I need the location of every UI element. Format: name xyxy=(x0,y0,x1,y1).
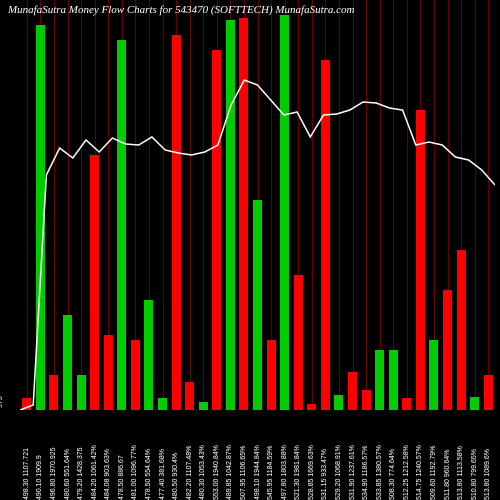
x-label: 498.30 1107.721 xyxy=(23,448,30,500)
x-label: 480.50 930.4% xyxy=(172,453,179,500)
x-labels: 498.30 1107.721 490.10 1909.9 496.80 1970.… xyxy=(20,412,495,500)
x-label: 529.20 1068.91% xyxy=(335,445,342,500)
x-label: 484.08 903.63% xyxy=(104,449,111,500)
x-label: 489.85 1042.87% xyxy=(226,445,233,500)
chart-title: MunafaSutra Money Flow Charts for 543470… xyxy=(8,4,492,16)
x-label: 497.80 1803.88% xyxy=(281,445,288,500)
x-label: 513.80 1089.6% xyxy=(484,449,491,500)
x-label: 490.10 1909.9 xyxy=(36,455,43,500)
x-label: 481.00 1096.77% xyxy=(131,445,138,500)
chart-area xyxy=(20,0,495,410)
x-label: 477.40 381.68% xyxy=(159,449,166,500)
x-label: 521.30 1981.84% xyxy=(294,445,301,500)
x-label: 479.20 1428.375 xyxy=(77,447,84,500)
x-label: 510.80 799.65% xyxy=(471,449,478,500)
x-label: 531.15 933.47% xyxy=(321,449,328,500)
x-label: 480.30 1053.43% xyxy=(199,445,206,500)
line-overlay xyxy=(20,0,495,410)
x-label: 478.50 886.67 xyxy=(118,455,125,500)
x-label: 531.90 1237.61% xyxy=(349,445,356,500)
x-label: 509.60 1192.79% xyxy=(430,446,437,500)
x-label: 528.85 1669.63% xyxy=(308,445,315,500)
x-label: 480.60 551.64% xyxy=(64,449,71,500)
x-label: 478.50 554.64% xyxy=(145,449,152,500)
x-label: 533.85 1380.57% xyxy=(376,445,383,500)
x-label: 508.30 774.64% xyxy=(389,449,396,500)
x-label: 507.95 1106.65% xyxy=(240,446,247,500)
x-label: 496.80 1970.925 xyxy=(50,447,57,500)
x-label: 545.95 1184.59% xyxy=(267,446,274,500)
x-label: 553.00 1940.84% xyxy=(213,445,220,500)
x-label: 484.20 1061.42% xyxy=(91,445,98,500)
x-label: 498.10 1944.84% xyxy=(254,445,261,500)
x-label: 514.75 1240.57% xyxy=(416,445,423,500)
x-label: 534.90 1186.57% xyxy=(362,446,369,500)
x-label: 513.80 1113.58% xyxy=(457,446,464,500)
x-label: 511.80 960.64% xyxy=(444,450,451,500)
x-label: 482.20 1107.48% xyxy=(186,446,193,500)
x-label: 512.25 1212.58% xyxy=(403,445,410,500)
y-label: 975 xyxy=(0,396,4,408)
